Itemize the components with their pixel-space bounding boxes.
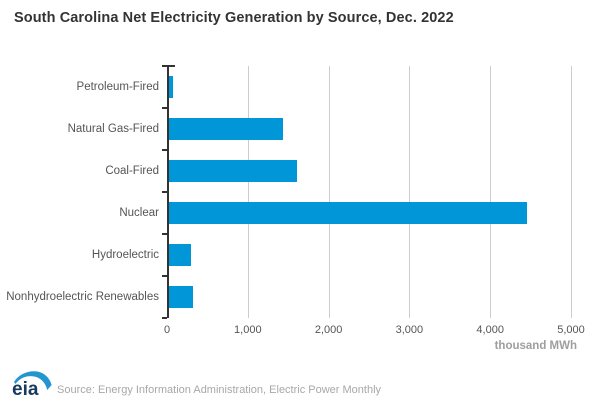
bar [169,286,193,308]
bar [169,118,283,140]
eia-logo-swoosh [14,371,52,390]
gridline [328,66,330,318]
category-label: Coal-Fired [105,165,159,177]
gridline [571,66,572,318]
gridline [247,66,249,318]
gridline [490,66,492,318]
y-axis-tick [162,65,175,67]
category-label: Nuclear [119,207,159,219]
chart-title: South Carolina Net Electricity Generatio… [14,10,454,26]
x-tick-label: 1,000 [234,324,262,336]
eia-logo: eia [12,371,52,400]
gridline [409,66,411,318]
category-label: Hydroelectric [91,249,159,261]
y-axis-tick [162,191,167,193]
x-tick-label: 0 [163,324,171,336]
category-label: Natural Gas-Fired [67,123,159,135]
x-tick-label: 2,000 [314,324,343,336]
y-axis-tick [162,107,167,109]
y-axis-tick [162,233,167,235]
y-axis-tick [162,317,167,319]
bar [169,160,298,182]
x-tick-label: 3,000 [395,324,424,336]
category-label: Nonhydroelectric Renewables [6,291,159,303]
source-attribution: Source: Energy Information Administratio… [57,384,382,396]
y-axis-line [167,66,169,318]
eia-logo-text: eia [12,379,39,400]
x-tick-label: 5,000 [557,324,585,336]
y-axis-tick [162,149,167,151]
bar [169,76,174,98]
bar [169,202,527,224]
category-label: Petroleum-Fired [76,81,159,93]
bar [169,244,191,266]
x-axis-unit-label: thousand MWh [494,340,577,352]
x-tick-label: 4,000 [476,324,504,336]
y-axis-tick [162,275,167,277]
